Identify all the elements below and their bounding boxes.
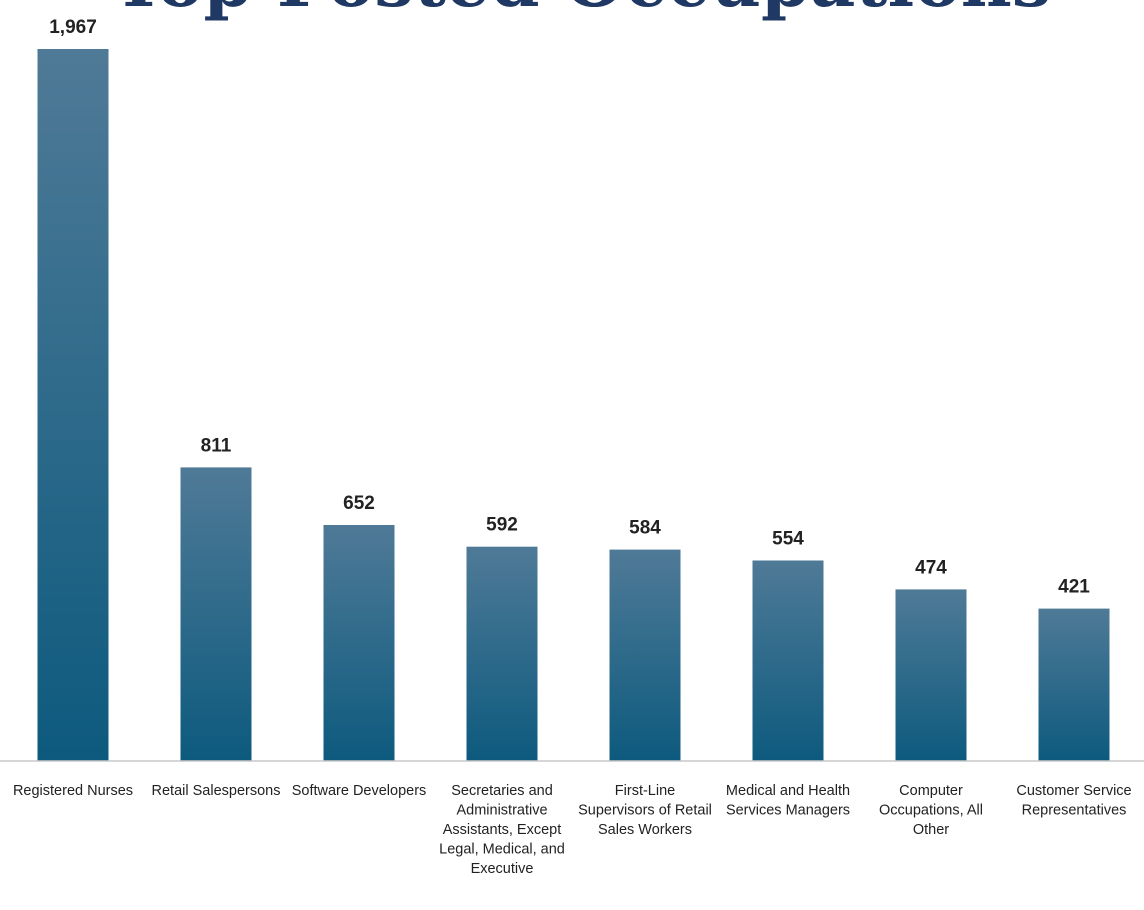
category-label-line: Retail Salespersons: [152, 783, 281, 799]
value-label-first-line-supervisors-of-retail-sales-workers: 584: [629, 518, 661, 539]
value-label-retail-salespersons: 811: [201, 435, 232, 456]
category-label-line: Supervisors of Retail: [578, 803, 712, 819]
category-label-customer-service-representatives: Customer Service Representatives: [1016, 783, 1131, 819]
category-label-line: Occupations, All: [879, 803, 983, 819]
category-label-line: Software Developers: [292, 783, 427, 799]
bar-first-line-supervisors-of-retail-sales-workers: [609, 549, 681, 761]
category-label-line: Representatives: [1022, 803, 1127, 819]
bar-medical-and-health-services-managers: [752, 560, 824, 761]
category-label-line: Secretaries and: [451, 783, 553, 799]
category-label-line: First-Line: [615, 783, 675, 799]
category-label-line: Administrative: [456, 803, 547, 819]
category-label-software-developers: Software Developers: [292, 783, 427, 799]
value-label-computer-occupations-all-other: 474: [915, 557, 947, 578]
category-label-line: Medical and Health: [726, 783, 850, 799]
labels-layer: 1,967 Registered Nurses 811 Retail Salesper…: [13, 17, 1132, 877]
category-label-first-line-supervisors-of-retail-sales-workers: First-Line Supervisors of Retail Sales Wor…: [578, 783, 712, 838]
category-label-line: Customer Service: [1016, 783, 1131, 799]
bar-computer-occupations-all-other: [895, 589, 967, 761]
bar-secretaries-and-administrative-assistants-except-legal-medical-and-executive: [466, 546, 538, 761]
category-label-computer-occupations-all-other: Computer Occupations, All Other: [879, 783, 983, 838]
category-label-line: Computer: [899, 783, 963, 799]
category-label-line: Sales Workers: [598, 822, 692, 838]
bar-customer-service-representatives: [1038, 608, 1110, 761]
bar-software-developers: [323, 525, 395, 761]
category-label-line: Other: [913, 822, 949, 838]
category-label-line: Services Managers: [726, 803, 850, 819]
category-label-retail-salespersons: Retail Salespersons: [152, 783, 281, 799]
chart-title: Top Posted Occupations: [0, 0, 1144, 22]
value-label-registered-nurses: 1,967: [49, 17, 97, 38]
category-label-line: Registered Nurses: [13, 783, 133, 799]
bars-layer: [37, 49, 1110, 761]
bar-retail-salespersons: [180, 467, 252, 761]
bar-registered-nurses: [37, 49, 109, 761]
value-label-customer-service-representatives: 421: [1058, 577, 1090, 598]
category-label-medical-and-health-services-managers: Medical and Health Services Managers: [726, 783, 850, 819]
category-label-secretaries-and-administrative-assistants-except-legal-medical-and-executive: Secretaries and Administrative Assistants,…: [439, 783, 565, 877]
category-label-line: Legal, Medical, and: [439, 842, 565, 858]
value-label-secretaries-and-administrative-assistants-except-legal-medical-and-executive: 592: [486, 515, 518, 536]
value-label-software-developers: 652: [343, 493, 375, 514]
category-label-line: Executive: [471, 861, 534, 877]
value-label-medical-and-health-services-managers: 554: [772, 529, 804, 550]
category-label-line: Assistants, Except: [443, 822, 561, 838]
category-label-registered-nurses: Registered Nurses: [13, 783, 133, 799]
